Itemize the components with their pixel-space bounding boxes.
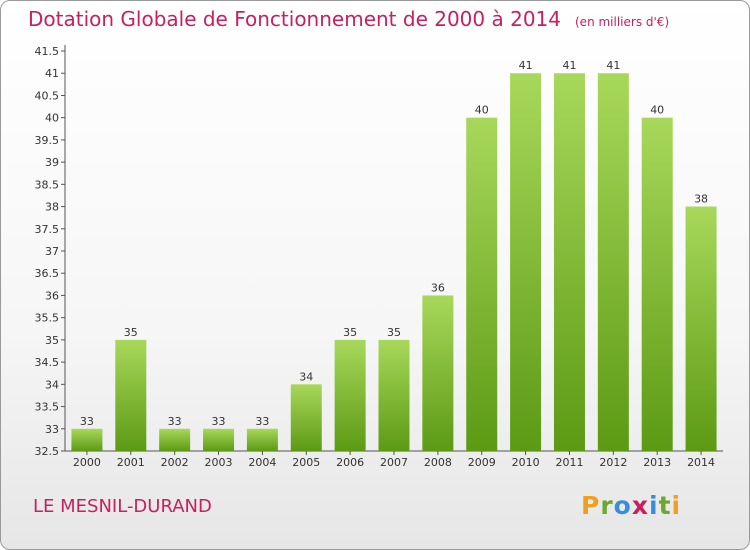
logo-letter: i	[671, 491, 682, 520]
y-tick-label: 36	[45, 289, 59, 302]
x-tick-label-2013: 2013	[643, 456, 671, 469]
y-tick-label: 35	[45, 334, 59, 347]
bar-2005	[290, 384, 322, 451]
x-tick-label-2002: 2002	[161, 456, 189, 469]
y-tick-label: 38.5	[35, 178, 60, 191]
unit-label: (en milliers d'€)	[575, 15, 670, 29]
data-label-2006: 35	[343, 326, 357, 339]
y-tick-label: 38	[45, 201, 59, 214]
title-text: Dotation Globale de Fonctionnement de 20…	[28, 7, 561, 31]
y-tick-label: 34.5	[35, 356, 60, 369]
y-tick-label: 37.5	[35, 223, 60, 236]
x-tick-label-2004: 2004	[248, 456, 276, 469]
x-tick-label-2006: 2006	[336, 456, 364, 469]
bar-2013	[641, 117, 673, 452]
data-label-2003: 33	[212, 415, 226, 428]
data-label-2004: 33	[255, 415, 269, 428]
y-tick-label: 36.5	[35, 267, 60, 280]
x-tick-label-2008: 2008	[424, 456, 452, 469]
bar-2008	[422, 295, 454, 451]
proxiti-logo: Proxiti	[581, 491, 681, 520]
y-axis: 32.5 33 33.5 34 34.5 35 35.5 36 36.5 37 37.5 38 38.5…	[35, 45, 66, 458]
x-tick-label-2012: 2012	[599, 456, 627, 469]
data-label-2000: 33	[80, 415, 94, 428]
logo-letter: P	[581, 491, 601, 520]
x-tick-label-2007: 2007	[380, 456, 408, 469]
bar-2012	[597, 73, 629, 451]
data-label-2007: 35	[387, 326, 401, 339]
y-tick-label: 40.5	[35, 89, 60, 102]
data-label-2010: 41	[519, 59, 533, 72]
data-label-2012: 41	[606, 59, 620, 72]
x-tick-label-2005: 2005	[292, 456, 320, 469]
data-label-2011: 41	[562, 59, 576, 72]
x-tick-label-2009: 2009	[468, 456, 496, 469]
y-tick-label: 33.5	[35, 401, 60, 414]
y-tick-label: 40	[45, 112, 59, 125]
bar-2009	[466, 117, 498, 452]
logo-letter: i	[649, 491, 659, 520]
data-label-2014: 38	[694, 193, 708, 206]
x-axis: 2000 2001 2002 2003 2004 2005 2006 2007 2008 2009…	[65, 450, 723, 469]
y-tick-label: 41.5	[35, 45, 60, 58]
bar-2004	[246, 428, 278, 451]
bar-2002	[159, 428, 191, 451]
commune-name: LE MESNIL-DURAND	[33, 496, 212, 517]
x-tick-label-2014: 2014	[687, 456, 715, 469]
data-label-2013: 40	[650, 104, 664, 117]
y-tick-label: 35.5	[35, 312, 60, 325]
bar-2011	[553, 73, 585, 451]
y-tick-label: 41	[45, 67, 59, 80]
y-tick-label: 37	[45, 245, 59, 258]
logo-letter: r	[600, 491, 614, 520]
x-tick-label-2000: 2000	[73, 456, 101, 469]
y-tick-label: 33	[45, 423, 59, 436]
bar-2001	[115, 339, 147, 451]
bar-2010	[510, 73, 542, 451]
y-tick-label: 34	[45, 378, 59, 391]
logo-letter: o	[613, 491, 632, 520]
bar-2000	[71, 428, 103, 451]
bar-2003	[203, 428, 235, 451]
y-tick-label: 39.5	[35, 134, 60, 147]
x-tick-label-2010: 2010	[512, 456, 540, 469]
chart-title: Dotation Globale de Fonctionnement de 20…	[28, 7, 669, 31]
logo-letter: x	[631, 491, 649, 520]
x-tick-label-2011: 2011	[555, 456, 583, 469]
bars: 33 35 33 33 33 34 35 35 36 40 41 41 41 40 38	[71, 59, 717, 452]
y-tick-label: 39	[45, 156, 59, 169]
x-tick-label-2001: 2001	[117, 456, 145, 469]
bar-2007	[378, 339, 410, 451]
data-label-2001: 35	[124, 326, 138, 339]
y-tick-label: 32.5	[35, 445, 60, 458]
logo-letter: t	[658, 491, 672, 520]
data-label-2002: 33	[168, 415, 182, 428]
data-label-2008: 36	[431, 281, 445, 294]
x-tick-label-2003: 2003	[205, 456, 233, 469]
data-label-2009: 40	[475, 104, 489, 117]
bar-2006	[334, 339, 366, 451]
data-label-2005: 34	[299, 370, 313, 383]
bar-2014	[685, 206, 717, 451]
